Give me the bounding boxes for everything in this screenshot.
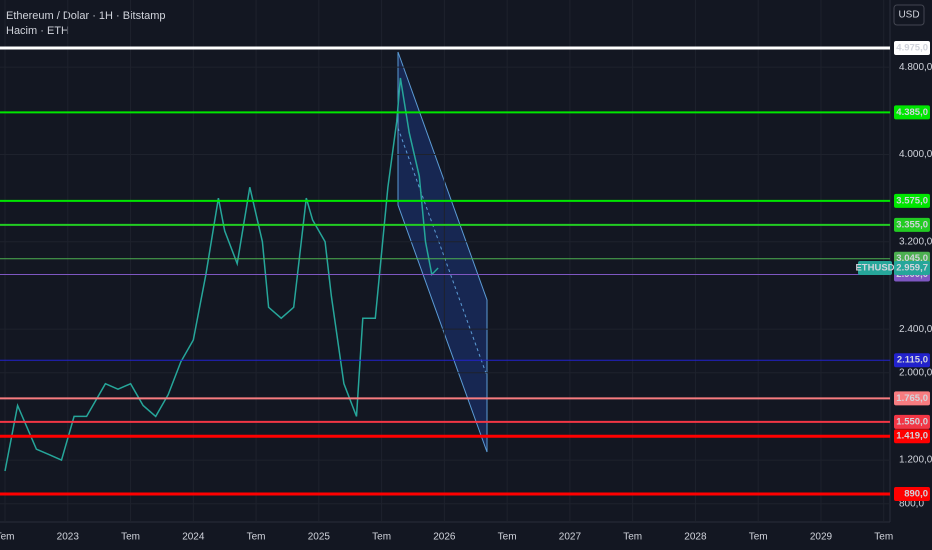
x-tick-label: Tem (121, 532, 140, 543)
level-label: 890,0 (904, 488, 928, 499)
level-tag (894, 486, 930, 501)
level-tag (894, 391, 930, 406)
x-tick-label: Tem (0, 532, 14, 543)
x-tick-label: Tem (498, 532, 517, 543)
y-tick-label: 2.000,0 (899, 367, 932, 378)
level-tag (894, 193, 930, 208)
level-tag (894, 217, 930, 232)
x-tick-label: Tem (247, 532, 266, 543)
level-tag (894, 414, 930, 429)
level-label: 1.419,0 (896, 431, 928, 442)
channel-midline (397, 127, 488, 377)
level-tag (894, 353, 930, 368)
x-tick-label: 2029 (810, 532, 833, 543)
level-tag (894, 41, 930, 56)
level-label: 1.550,0 (896, 416, 928, 427)
level-label: 3.045,0 (896, 253, 928, 264)
level-label: 3.355,0 (896, 219, 928, 230)
level-tag (894, 105, 930, 120)
level-label: 3.575,0 (896, 195, 928, 206)
x-tick-label: 2024 (182, 532, 205, 543)
currency-button[interactable] (893, 4, 925, 26)
last-price-tag (894, 261, 930, 276)
x-tick-label: Tem (372, 532, 391, 543)
x-tick-label: 2026 (433, 532, 456, 543)
level-label: 2.115,0 (897, 355, 928, 366)
price-line (4, 77, 439, 472)
chart-title: Ethereum / Dolar · 1H · Bitstamp (6, 10, 166, 22)
level-label: 4.385,0 (896, 107, 928, 118)
x-tick-label: 2027 (559, 532, 582, 543)
level-label: 4.975,0 (896, 43, 928, 54)
y-tick-label: 3.200,0 (899, 236, 932, 247)
y-tick-label: 4.000,0 (899, 149, 932, 160)
x-tick-label: Tem (623, 532, 642, 543)
level-tag (894, 429, 930, 444)
last-price-label: 2.959,7 (896, 263, 928, 274)
x-tick-label: 2023 (57, 532, 80, 543)
y-tick-label: 2.400,0 (899, 324, 932, 335)
y-tick-label: 800,0 (899, 498, 924, 509)
chart-subtitle: Hacim · ETH (6, 25, 69, 37)
x-tick-label: 2025 (308, 532, 331, 543)
y-tick-label: 1.200,0 (899, 455, 932, 466)
symbol-tag (858, 261, 892, 276)
y-tick-label: 4.800,0 (899, 62, 932, 73)
x-tick-label: Tem (749, 532, 768, 543)
symbol-label: ETHUSD (855, 263, 894, 274)
currency-label[interactable]: USD (898, 10, 919, 21)
x-tick-label: Tem (874, 532, 893, 543)
x-tick-label: 2028 (684, 532, 707, 543)
level-label: 1.765,0 (896, 393, 928, 404)
